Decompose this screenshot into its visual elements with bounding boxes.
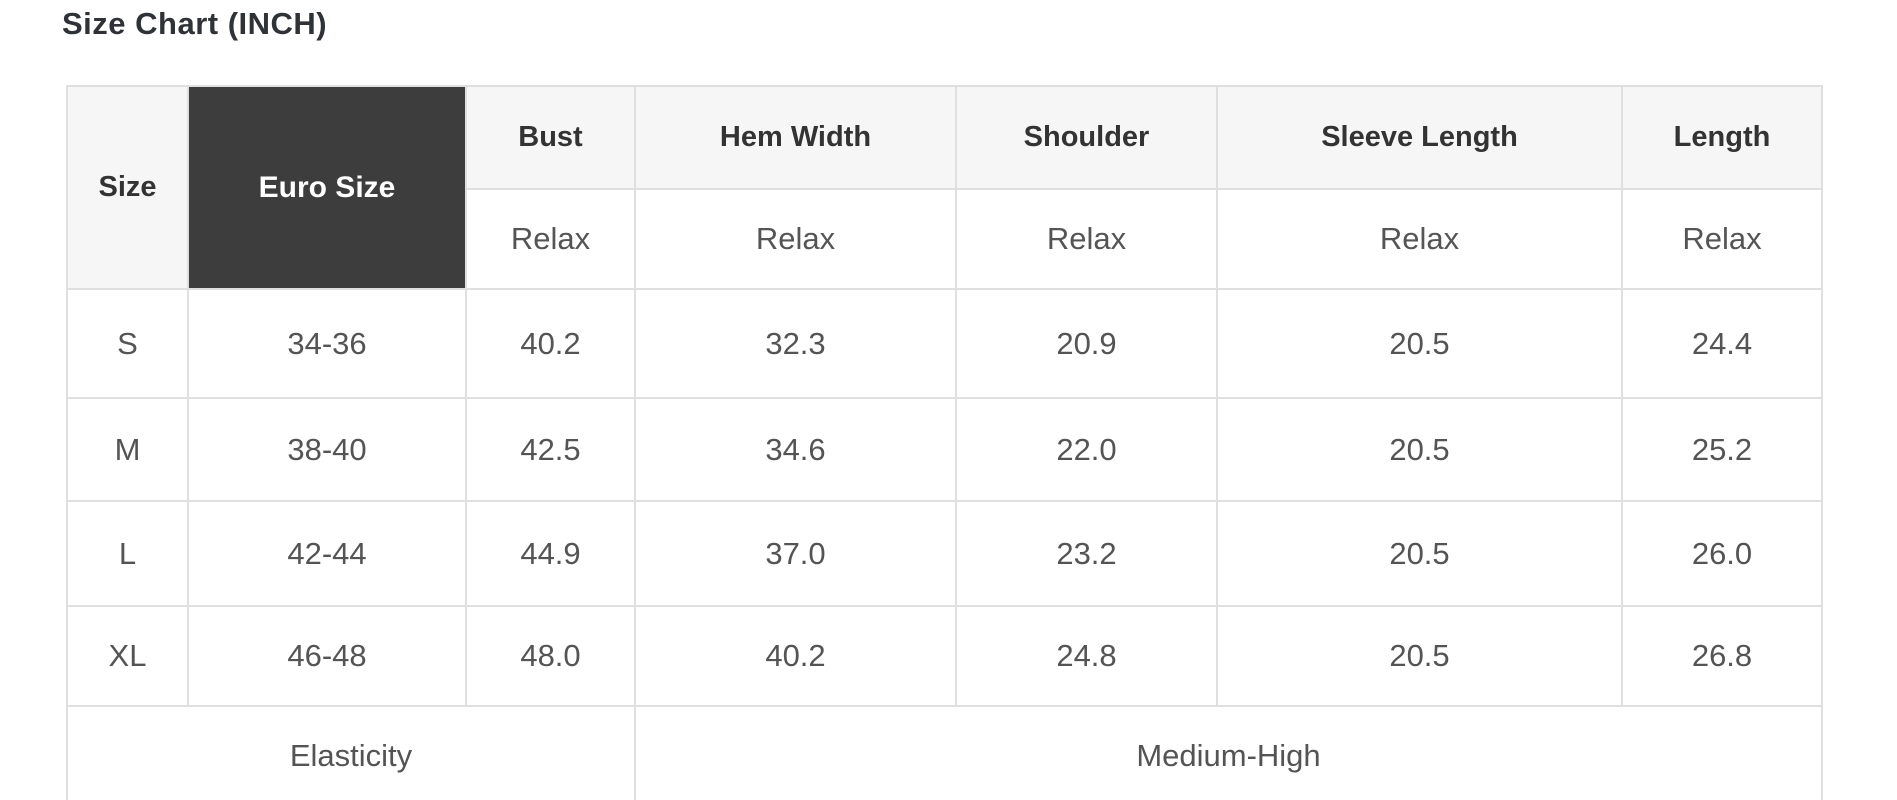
bust-value-cell: 48.0 [465,605,636,707]
fit-cell-shoulder: Relax [955,188,1218,290]
hem-width-value-cell: 34.6 [634,397,957,502]
euro-size-cell: 38-40 [187,397,467,502]
size-label-cell: M [66,397,189,502]
shoulder-value-cell: 20.9 [955,288,1218,399]
table-row-l: L 42-44 44.9 37.0 23.2 20.5 26.0 [66,500,1823,607]
hem-width-value-cell: 37.0 [634,500,957,607]
bust-value-cell: 42.5 [465,397,636,502]
sleeve-length-value-cell: 20.5 [1216,397,1623,502]
fit-cell-hem-width: Relax [634,188,957,290]
sleeve-length-value-cell: 20.5 [1216,288,1623,399]
size-label-cell: XL [66,605,189,707]
length-value-cell: 24.4 [1621,288,1823,399]
elasticity-value-cell: Medium-High [634,705,1823,800]
fit-cell-bust: Relax [465,188,636,290]
col-header-bust: Bust [465,85,636,190]
bust-value-cell: 40.2 [465,288,636,399]
elasticity-label-cell: Elasticity [66,705,636,800]
size-chart-table: Size Euro Size Bust Hem Width Shoulder S… [66,85,1823,800]
euro-size-cell: 34-36 [187,288,467,399]
sleeve-length-value-cell: 20.5 [1216,605,1623,707]
table-row-xl: XL 46-48 48.0 40.2 24.8 20.5 26.8 [66,605,1823,707]
col-header-shoulder: Shoulder [955,85,1218,190]
hem-width-value-cell: 32.3 [634,288,957,399]
header-row-fit-type: Relax Relax Relax Relax Relax [67,188,1823,290]
fit-cell-length: Relax [1621,188,1823,290]
col-header-size: Size [66,85,189,290]
size-label-cell: L [66,500,189,607]
col-header-euro-size: Euro Size [187,85,467,290]
size-label-cell: S [66,288,189,399]
shoulder-value-cell: 24.8 [955,605,1218,707]
shoulder-value-cell: 22.0 [955,397,1218,502]
footer-row-elasticity: Elasticity Medium-High [66,705,1823,800]
header-row-measures: Size Euro Size Bust Hem Width Shoulder S… [66,85,1823,290]
length-value-cell: 26.8 [1621,605,1823,707]
table-row-s: S 34-36 40.2 32.3 20.9 20.5 24.4 [66,288,1823,399]
col-header-length: Length [1621,85,1823,190]
page-title: Size Chart (INCH) [62,6,328,41]
col-header-sleeve-length: Sleeve Length [1216,85,1623,190]
length-value-cell: 26.0 [1621,500,1823,607]
col-header-hem-width: Hem Width [634,85,957,190]
sleeve-length-value-cell: 20.5 [1216,500,1623,607]
euro-size-cell: 46-48 [187,605,467,707]
length-value-cell: 25.2 [1621,397,1823,502]
fit-cell-sleeve-length: Relax [1216,188,1623,290]
euro-size-cell: 42-44 [187,500,467,607]
shoulder-value-cell: 23.2 [955,500,1218,607]
bust-value-cell: 44.9 [465,500,636,607]
table-row-m: M 38-40 42.5 34.6 22.0 20.5 25.2 [66,397,1823,502]
hem-width-value-cell: 40.2 [634,605,957,707]
